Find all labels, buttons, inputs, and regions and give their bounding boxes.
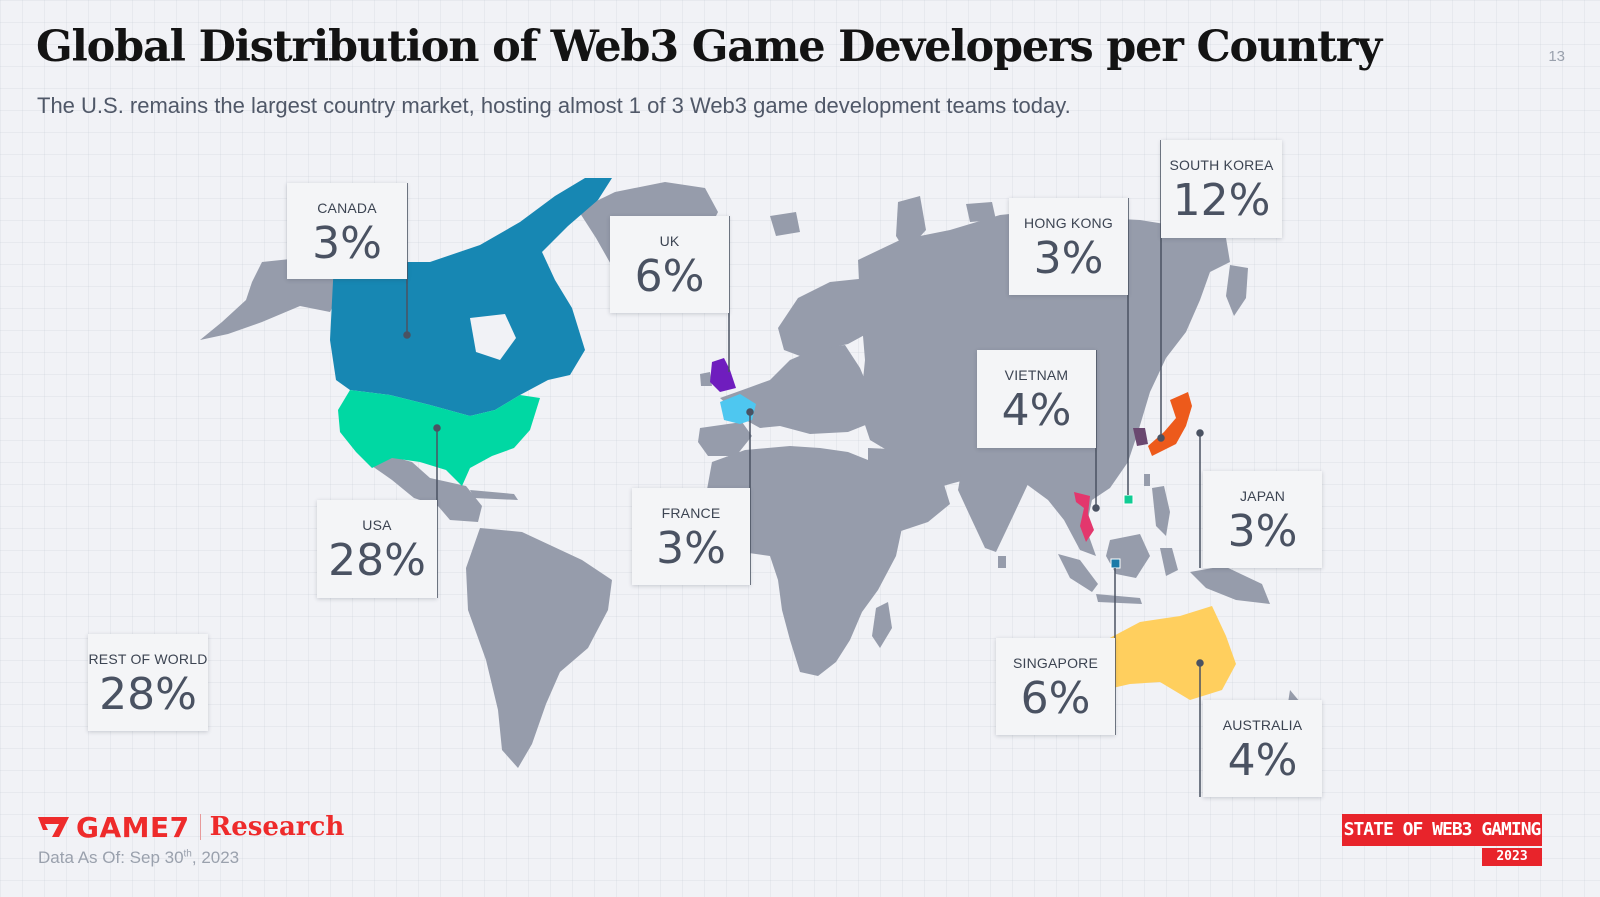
land-africa (704, 446, 902, 676)
data-as-of: Data As Of: Sep 30th, 2023 (38, 848, 239, 868)
label-value: 28% (328, 535, 426, 586)
label-card-canada: CANADA 3% (287, 183, 407, 279)
data-as-of-sup: th (183, 848, 192, 860)
marker-singapore (1110, 558, 1121, 569)
land-srilanka (998, 556, 1006, 568)
page-title: Global Distribution of Web3 Game Develop… (36, 22, 1382, 72)
land-new-guinea (1190, 566, 1270, 604)
label-card-south-korea: SOUTH KOREA 12% (1161, 140, 1282, 238)
label-name: HONG KONG (1024, 215, 1113, 231)
country-usa (338, 390, 540, 486)
country-vietnam (1074, 492, 1094, 542)
land-madagascar (872, 602, 892, 648)
data-as-of-suffix: , 2023 (191, 848, 240, 867)
label-name: SINGAPORE (1012, 655, 1099, 671)
country-uk (710, 358, 736, 392)
leader-usa-dot (433, 424, 441, 432)
label-card-hong-kong: HONG KONG 3% (1009, 198, 1128, 295)
label-name: AUSTRALIA (1222, 717, 1303, 733)
land-cuba (470, 490, 518, 500)
land-india (958, 466, 1028, 552)
label-value: 3% (1227, 506, 1298, 557)
country-japan (1148, 392, 1192, 456)
label-name: VIETNAM (1004, 367, 1069, 383)
badge-year: 2023 (1482, 848, 1542, 866)
game7-mark-icon (38, 817, 69, 837)
page-subtitle: The U.S. remains the largest country mar… (37, 93, 1071, 118)
country-france (720, 394, 756, 424)
land-philippines (1152, 486, 1170, 536)
land-ireland (700, 372, 712, 386)
label-card-rest-of-world: REST OF WORLD 28% (88, 634, 208, 731)
leader-france-dot (746, 408, 754, 416)
label-name: SOUTH KOREA (1169, 157, 1274, 173)
label-value: 4% (1001, 385, 1072, 436)
land-novaya-zemlya (896, 196, 926, 252)
land-java (1096, 594, 1142, 604)
leader-australia-dot (1196, 659, 1204, 667)
label-value: 3% (656, 523, 726, 574)
land-south-america (466, 528, 612, 768)
land-scandinavia (778, 278, 882, 356)
hudson-bay (470, 314, 516, 360)
land-sumatra (1058, 554, 1098, 592)
land-taiwan (1144, 474, 1150, 486)
label-value: 3% (1033, 233, 1104, 284)
label-card-uk: UK 6% (610, 216, 729, 313)
label-card-australia: AUSTRALIA 4% (1203, 700, 1322, 797)
marker-hong-kong (1123, 494, 1134, 505)
land-europe (720, 345, 878, 434)
logo-divider (199, 814, 201, 840)
label-name: UK (659, 233, 680, 249)
land-kamchatka (1226, 265, 1248, 316)
label-card-singapore: SINGAPORE 6% (996, 638, 1115, 735)
label-value: 28% (99, 669, 197, 720)
label-name: CANADA (317, 200, 377, 216)
land-svalbard (770, 212, 800, 236)
country-south-korea (1133, 428, 1148, 446)
label-name: FRANCE (661, 505, 721, 521)
label-value: 6% (634, 251, 705, 302)
country-australia (1100, 606, 1236, 700)
label-name: REST OF WORLD (88, 651, 208, 667)
label-card-vietnam: VIETNAM 4% (977, 350, 1096, 448)
land-mexico (354, 446, 482, 522)
label-value: 4% (1227, 735, 1298, 786)
label-name: USA (362, 517, 392, 533)
page-number: 13 (1548, 48, 1565, 65)
leader-canada-dot (403, 331, 411, 339)
label-card-france: FRANCE 3% (632, 488, 750, 585)
state-of-web3-gaming-badge: STATE OF WEB3 GAMING 2023 (1342, 814, 1542, 866)
label-name: JAPAN (1239, 488, 1286, 504)
leader-south-korea-dot (1157, 434, 1165, 442)
land-severnaya (966, 202, 996, 222)
land-sulawesi (1160, 548, 1178, 576)
label-card-usa: USA 28% (317, 500, 437, 598)
label-card-japan: JAPAN 3% (1203, 471, 1322, 568)
brand-name: GAME7 (76, 810, 190, 844)
country-canada (330, 178, 612, 416)
label-value: 12% (1172, 175, 1271, 226)
data-as-of-prefix: Data As Of: Sep 30 (38, 848, 184, 867)
research-label: Research (209, 812, 345, 842)
leader-vietnam-dot (1092, 504, 1100, 512)
land-iberia (698, 422, 752, 456)
leader-japan-dot (1196, 429, 1204, 437)
label-value: 6% (1020, 673, 1091, 724)
label-value: 3% (312, 218, 382, 269)
badge-title: STATE OF WEB3 GAMING (1342, 814, 1542, 846)
land-borneo (1106, 534, 1150, 578)
game7-research-logo: GAME7 Research (38, 810, 344, 844)
